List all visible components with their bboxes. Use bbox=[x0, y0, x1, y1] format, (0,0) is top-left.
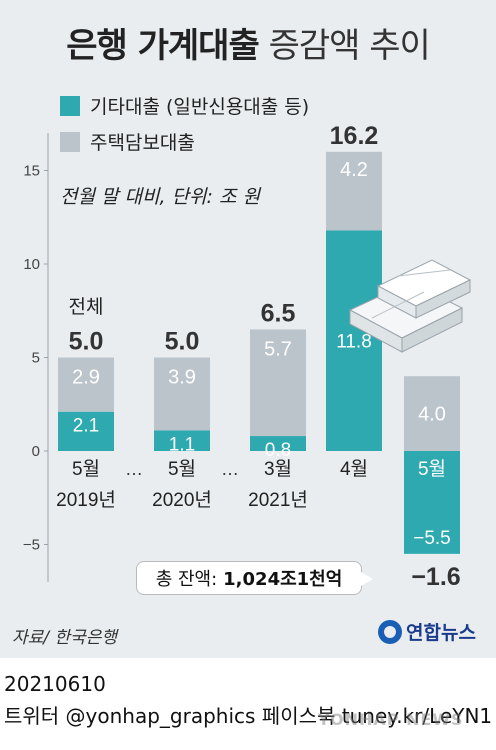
total-label: 5.0 bbox=[69, 328, 104, 356]
category-month-label: 5월 bbox=[168, 458, 196, 480]
y-tick-label: 15 bbox=[23, 163, 40, 180]
value-label-mortgage: 2.9 bbox=[72, 367, 100, 389]
y-tick-label: 0 bbox=[32, 443, 40, 460]
legend-item-mortgage: 주택담보대출 bbox=[60, 128, 195, 155]
bar-other bbox=[154, 430, 210, 451]
category-ellipsis: … bbox=[125, 459, 143, 479]
value-label-other: 0.8 bbox=[265, 440, 291, 461]
total-caption: 전체 bbox=[69, 296, 104, 318]
legend-swatch-other bbox=[60, 95, 80, 116]
bar-mortgage bbox=[404, 376, 460, 451]
money-stack-icon bbox=[348, 259, 472, 353]
value-label-mortgage: 3.9 bbox=[168, 367, 196, 389]
category-month-label: 4월 bbox=[340, 458, 368, 480]
value-label-other: −5.5 bbox=[413, 528, 451, 549]
bar-other bbox=[250, 436, 306, 451]
value-label-mortgage: 5.7 bbox=[264, 338, 292, 360]
value-label-other: 11.8 bbox=[336, 332, 372, 353]
value-label-other: 2.1 bbox=[73, 416, 99, 437]
date-code: 20210610 bbox=[4, 672, 106, 696]
legend-label-other: 기타대출 (일반신용대출 등) bbox=[90, 96, 310, 118]
total-label: 6.5 bbox=[261, 299, 296, 327]
category-month-label: 5월 bbox=[418, 458, 446, 480]
bar-other bbox=[404, 451, 460, 554]
bar-mortgage bbox=[58, 357, 114, 412]
legend-item-other: 기타대출 (일반신용대출 등) bbox=[60, 92, 309, 119]
category-year-label: 2021년 bbox=[248, 489, 308, 511]
category-year-label: 2020년 bbox=[152, 489, 212, 511]
value-label-other: 1.1 bbox=[169, 434, 195, 455]
balance-label: 총 잔액: bbox=[155, 569, 218, 590]
category-month-label: 5월 bbox=[72, 458, 100, 480]
unit-note: 전월 말 대비, 단위: 조 원 bbox=[60, 186, 260, 208]
category-ellipsis: … bbox=[221, 459, 239, 479]
y-tick-label: −5 bbox=[23, 537, 40, 554]
y-tick-label: 10 bbox=[23, 256, 40, 273]
social-links: 트위터 @yonhap_graphics 페이스북 tuney.kr/LeYN1 bbox=[4, 704, 493, 728]
balance-value: 1,024조1천억 bbox=[223, 569, 343, 590]
balance-callout: 총 잔액: 1,024조1천억 bbox=[136, 561, 373, 595]
chart-title: 은행 가계대출 증감액 추이 bbox=[0, 18, 496, 67]
title-bold: 은행 가계대출 bbox=[66, 26, 260, 66]
yonhap-logo-icon bbox=[378, 619, 402, 644]
bar-mortgage bbox=[326, 151, 382, 231]
value-label-mortgage: 4.2 bbox=[340, 159, 368, 181]
bar-other bbox=[58, 411, 114, 451]
title-light: 증감액 추이 bbox=[268, 26, 431, 66]
watermark: YONHAP NEWS bbox=[318, 710, 464, 729]
value-label-mortgage: 4.0 bbox=[418, 404, 446, 426]
bar-other bbox=[326, 230, 382, 451]
chart-plot: −5 0 5 10 15 2.1 2.9 5.0 5월 2019년 1.1 3.9 5.0 5월 2020년… bbox=[23, 122, 472, 591]
total-label: 5.0 bbox=[165, 328, 200, 356]
source-note: 자료/ 한국은행 bbox=[12, 628, 117, 648]
y-tick-label: 5 bbox=[32, 350, 40, 367]
legend-label-mortgage: 주택담보대출 bbox=[90, 132, 195, 154]
total-label: −1.6 bbox=[411, 563, 460, 591]
logo-text: 연합뉴스 bbox=[406, 622, 476, 644]
bar-mortgage bbox=[250, 329, 306, 437]
legend-swatch-mortgage bbox=[60, 131, 80, 152]
category-year-label: 2019년 bbox=[56, 489, 116, 511]
total-label: 16.2 bbox=[330, 122, 379, 150]
bar-mortgage bbox=[154, 357, 210, 431]
category-month-label: 3월 bbox=[264, 458, 292, 480]
yonhap-logo: 연합뉴스 bbox=[378, 618, 476, 645]
